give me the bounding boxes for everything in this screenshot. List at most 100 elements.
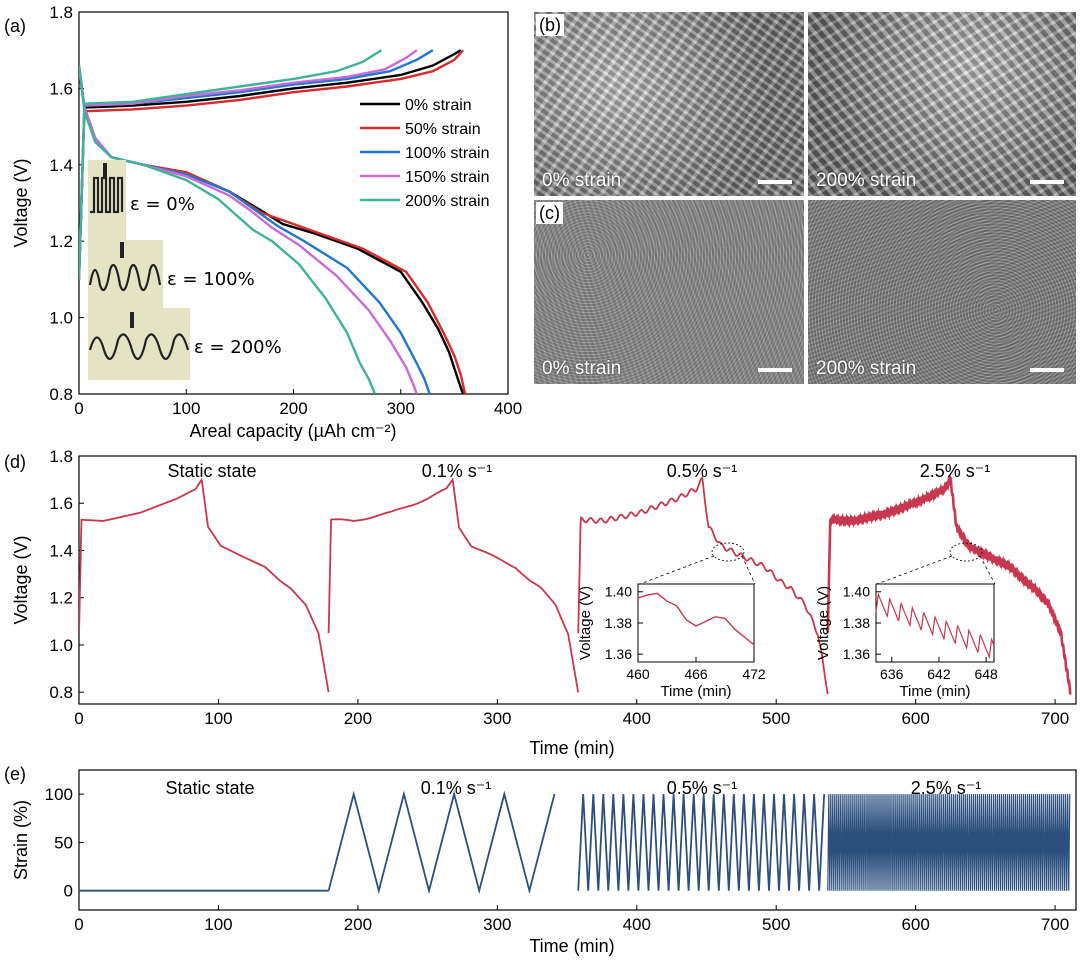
e-ytick-label: 50 <box>54 833 73 852</box>
series-200-charge-line <box>79 49 383 280</box>
d-rate-static: Static state <box>167 461 256 481</box>
strain-segment-4 <box>827 794 1071 891</box>
sem-c-0-strain: 0% strain <box>534 200 804 384</box>
inset-label-eps-100: ε = 100% <box>167 269 255 290</box>
a-ytick-label: 1.4 <box>49 156 73 175</box>
panel-d-chart: 0 100 200 300 400 500 600 700 0.8 1.0 1.2 1.4 1.6 1.8… <box>11 447 1077 758</box>
photo-200-tab <box>130 312 134 328</box>
legend-100-label: 100% strain <box>405 145 490 162</box>
sem-c-0-scalebar <box>758 368 792 372</box>
inset2-trace <box>875 592 995 660</box>
a-ytick-label: 1.8 <box>49 3 73 22</box>
d-xtick-label: 700 <box>1041 709 1069 728</box>
voltage-cycle-3 <box>577 476 829 695</box>
d-xtick-label: 0 <box>74 709 83 728</box>
panel-e-xlabel: Time (min) <box>529 936 614 956</box>
strain-inset-photos: ε = 0% ε = 100% ε = 200% <box>88 160 282 380</box>
series-150-charge-line <box>79 49 418 280</box>
zoom-circle-1 <box>711 542 745 562</box>
a-xtick-label: 400 <box>494 399 522 418</box>
strain-segment-2 <box>327 790 556 895</box>
inset2-ytick-label: 1.38 <box>843 615 870 631</box>
photo-200-serpentine <box>88 333 190 361</box>
a-xtick-label: 0 <box>74 399 83 418</box>
panel-a-series <box>79 49 467 394</box>
inset1-xtick-label: 466 <box>684 666 708 682</box>
inset1-xlabel: Time (min) <box>660 683 731 700</box>
inset2-xtick-label: 642 <box>927 666 951 682</box>
zoom-line-1a <box>639 555 715 585</box>
photo-100-bg <box>88 240 163 308</box>
d-ytick-label: 1.0 <box>49 636 73 655</box>
panel-a-legend: 0% strain 50% strain 100% strain 150% strai… <box>360 97 490 210</box>
legend-200-label: 200% strain <box>405 193 490 210</box>
d-ytick-label: 1.8 <box>49 447 73 466</box>
legend-150-label: 150% strain <box>405 169 490 186</box>
photo-200-bg <box>88 308 190 380</box>
panel-c-label: (c) <box>536 202 563 224</box>
panel-a-label: (a) <box>4 16 26 36</box>
a-ytick-label: 1.0 <box>49 309 73 328</box>
panel-d-series <box>79 473 1072 695</box>
e-xtick-label: 0 <box>74 915 83 934</box>
a-xtick-label: 300 <box>387 399 415 418</box>
zoom-line-1b <box>741 555 756 585</box>
inset-label-eps-200: ε = 200% <box>194 337 282 358</box>
panel-e-series <box>79 790 1071 895</box>
e-xtick-label: 300 <box>483 915 511 934</box>
e-rate-2-5: 2.5% s⁻¹ <box>911 778 982 798</box>
legend-50-label: 50% strain <box>405 121 481 138</box>
e-xtick-label: 200 <box>344 915 372 934</box>
d-xtick-label: 100 <box>204 709 232 728</box>
panel-d-ticks: 0 100 200 300 400 500 600 700 0.8 1.0 1.2 1.4 1.6 1.8 <box>49 447 1069 728</box>
panel-e-ylabel: Strain (%) <box>11 800 31 880</box>
inset1-ytick-label: 1.38 <box>605 615 632 631</box>
panel-e-frame <box>78 769 1077 911</box>
inset1-xtick-label: 460 <box>626 666 650 682</box>
panel-a-xlabel: Areal capacity (µAh cm⁻²) <box>190 421 397 441</box>
a-ytick-label: 1.6 <box>49 79 73 98</box>
sem-c-0-label: 0% strain <box>542 358 622 379</box>
sem-c-200-scalebar <box>1030 368 1064 372</box>
sem-b-0-strain: 0% strain <box>534 12 804 196</box>
d-ytick-label: 1.6 <box>49 494 73 513</box>
e-xtick-label: 700 <box>1041 915 1069 934</box>
zoom-line-2b <box>979 555 996 585</box>
d-xtick-label: 600 <box>901 709 929 728</box>
d-xtick-label: 300 <box>483 709 511 728</box>
panel-d-inset-1: 460 466 472 1.36 1.38 1.40 Time (min) Voltage (… <box>577 583 766 700</box>
e-xtick-label: 400 <box>623 915 651 934</box>
series-0-charge-line <box>79 49 462 280</box>
panel-a-ylabel: Voltage (V) <box>11 158 31 247</box>
e-ytick-label: 0 <box>64 882 73 901</box>
inset2-frame <box>875 583 995 663</box>
inset2-ytick-label: 1.36 <box>843 646 870 662</box>
e-rate-static: Static state <box>165 778 254 798</box>
e-rate-0-1: 0.1% s⁻¹ <box>421 778 492 798</box>
d-ytick-label: 1.2 <box>49 589 73 608</box>
series-50-charge-line <box>79 49 464 280</box>
inset2-ytick-label: 1.40 <box>843 584 870 600</box>
d-xtick-label: 500 <box>762 709 790 728</box>
e-ytick-label: 100 <box>45 785 73 804</box>
inset1-trace <box>637 592 755 646</box>
inset1-ytick-label: 1.36 <box>605 646 632 662</box>
inset1-ytick-label: 1.40 <box>605 584 632 600</box>
inset2-xtick-label: 648 <box>974 666 998 682</box>
panel-a-ticks: 0 100 200 300 400 0.8 1.0 1.2 1.4 1.6 1.8 <box>49 3 522 418</box>
e-xtick-label: 600 <box>901 915 929 934</box>
voltage-cycle-4 <box>826 473 1072 695</box>
e-xtick-label: 100 <box>204 915 232 934</box>
d-ytick-label: 1.4 <box>49 541 73 560</box>
strain-segment-3 <box>577 794 826 891</box>
panel-e-label: (e) <box>4 764 26 784</box>
photo-100-serpentine <box>88 263 162 292</box>
inset1-xtick-label: 472 <box>742 666 766 682</box>
series-150-discharge-line <box>79 65 418 394</box>
panel-d-inset-2: 636 642 648 1.36 1.38 1.40 Time (min) Voltage (… <box>815 583 998 700</box>
photo-0-tab <box>103 163 107 177</box>
sem-c-200-strain: 200% strain <box>808 200 1076 384</box>
sem-b-200-strain: 200% strain <box>808 12 1076 196</box>
d-ytick-label: 0.8 <box>49 683 73 702</box>
